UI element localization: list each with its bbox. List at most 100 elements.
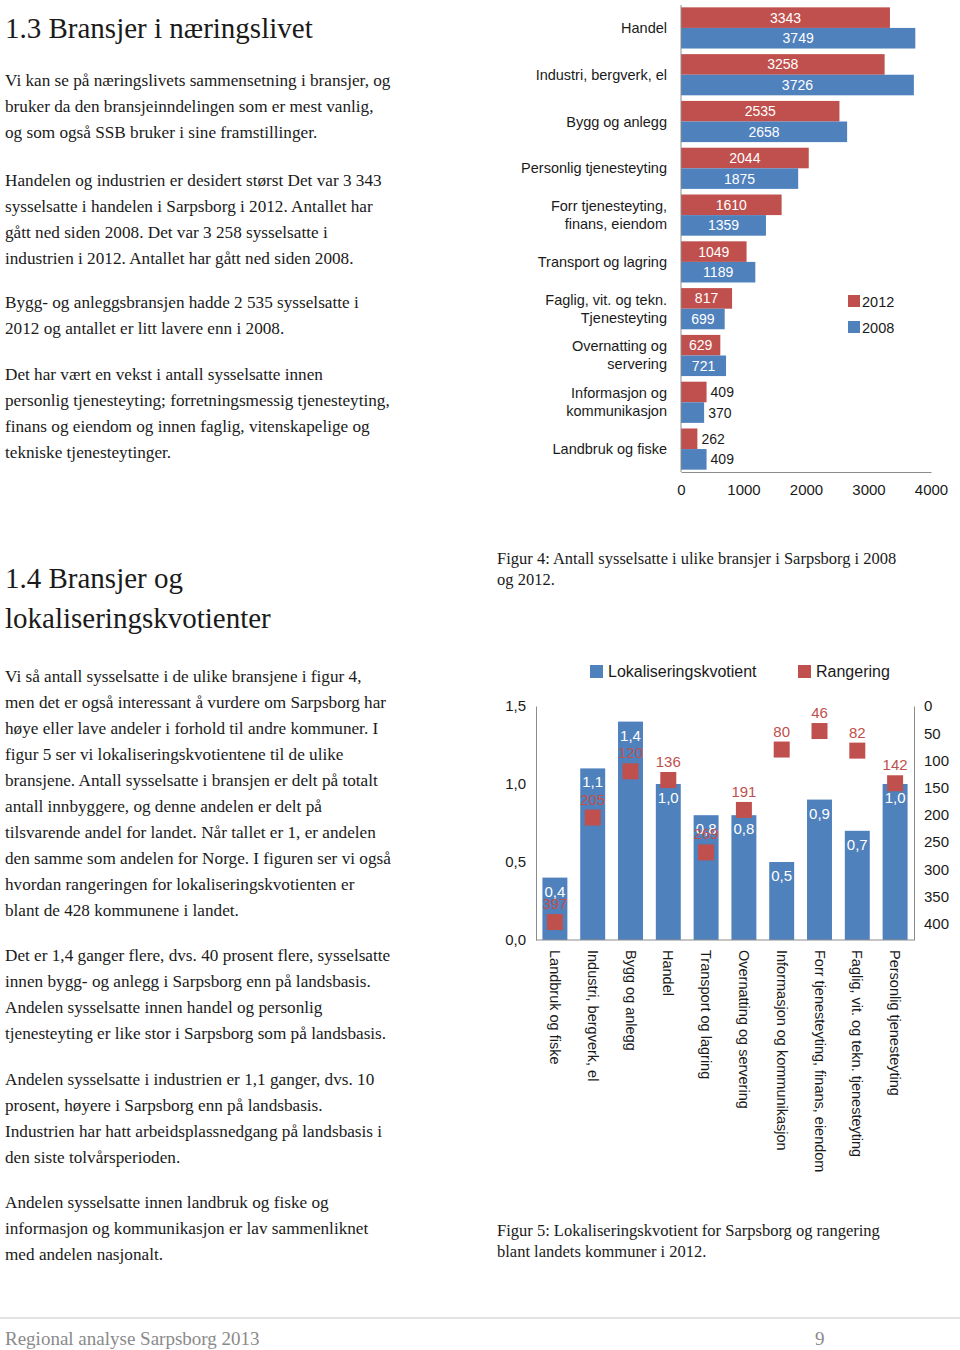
tick: 200	[914, 806, 949, 823]
bar	[681, 335, 720, 356]
section-heading: 1.4 Bransjer og	[5, 562, 183, 594]
category-label: Bygg og anlegg	[623, 950, 639, 1051]
tick-label: 250	[924, 833, 949, 850]
tick-label: 2000	[790, 481, 823, 498]
paragraph-line: den siste tolvårsperioden.	[5, 1148, 180, 1167]
marker	[698, 844, 714, 860]
tick-label: 1000	[727, 481, 760, 498]
tick: 0	[677, 472, 685, 498]
bar	[681, 402, 704, 423]
paragraph-line: bransjene. Antall sysselsatte i bransjen…	[5, 771, 378, 790]
paragraph-line: figur 5 ser vi lokaliseringskvotientene …	[5, 745, 344, 764]
bar	[681, 101, 839, 122]
paragraph-line: blant de 428 kommunene i landet.	[5, 901, 239, 920]
category-label: Forr tjenesteyting,finans, eiendom	[551, 198, 667, 232]
section-heading: 1.3 Bransjer i næringslivet	[5, 12, 313, 44]
figure-caption: blant landets kommuner i 2012.	[497, 1242, 706, 1261]
bar	[681, 309, 725, 330]
bar	[845, 831, 870, 940]
paragraph-line: Industrien har hatt arbeidsplassnedgang …	[5, 1122, 382, 1141]
paragraph-line: høye eller lave andeler i forhold til an…	[5, 719, 378, 738]
category-label-line: servering	[607, 356, 667, 372]
tick: 350	[914, 888, 949, 905]
tick: 1,5	[505, 697, 536, 714]
paragraph-line: gått ned siden 2008. Det var 3 258 sysse…	[5, 223, 328, 242]
category-label-line: Bygg og anlegg	[566, 114, 667, 130]
figure-caption: Figur 4: Antall sysselsatte i ulike bran…	[497, 549, 896, 568]
axis-line	[682, 472, 932, 473]
tick: 2000	[790, 472, 823, 498]
category-label-line: Transport og lagring	[538, 254, 667, 270]
bar	[542, 878, 567, 940]
marker	[812, 723, 828, 739]
bar	[681, 195, 782, 216]
bar	[618, 722, 643, 940]
bar	[681, 168, 798, 189]
tick: 300	[914, 861, 949, 878]
data-label: 2044	[729, 150, 760, 166]
bar	[681, 28, 915, 49]
category-label: Overnatting og servering	[736, 950, 752, 1109]
data-label: 1610	[716, 197, 747, 213]
tick-label: 300	[924, 861, 949, 878]
category-label: Landbruk og fiske	[553, 441, 667, 457]
legend-swatch	[848, 295, 860, 307]
footer-title: Regional analyse Sarpsborg 2013	[5, 1328, 260, 1349]
paragraph-line: den samme som andelen for Norge. I figur…	[5, 849, 391, 868]
page-number: 9	[815, 1328, 825, 1349]
footer-rule	[0, 1318, 960, 1319]
plot-area	[542, 722, 907, 940]
paragraph-line: Andelen sysselsatte innen handel og pers…	[5, 998, 323, 1017]
bar	[681, 7, 890, 28]
axis: 0 1000 2000 3000 4000	[677, 472, 948, 498]
marker	[660, 772, 676, 788]
category-axis-line	[681, 5, 682, 472]
data-label: 1,0	[885, 789, 906, 806]
category-label: Forr tjenesteyting, finans, eiendom	[812, 950, 828, 1172]
tick-label: 150	[924, 779, 949, 796]
paragraph-line: Vi kan se på næringslivets sammensetning…	[5, 71, 391, 90]
bar	[681, 428, 697, 449]
category-label-line: Overnatting og	[572, 338, 667, 354]
data-label: 0,8	[733, 820, 754, 837]
marker	[736, 802, 752, 818]
paragraph-line: 2012 og antallet er litt lavere enn i 20…	[5, 319, 284, 338]
category-label-line: finans, eiendom	[565, 216, 667, 232]
paragraph-line: Bygg- og anleggsbransjen hadde 2 535 sys…	[5, 293, 359, 312]
category-label: Informasjon ogkommunikasjon	[566, 385, 667, 419]
tick-label: 3000	[852, 481, 885, 498]
category-label: Bygg og anlegg	[566, 114, 667, 130]
category-label-line: Personlig tjenesteyting	[521, 160, 667, 176]
section-heading: lokaliseringskvotienter	[5, 602, 271, 634]
legend-swatch	[848, 321, 860, 333]
tick-label: 50	[924, 725, 941, 742]
data-label: 80	[773, 723, 790, 740]
marker	[585, 810, 601, 826]
tick: 4000	[915, 472, 948, 498]
paragraph-line: antall innbyggere, og denne andelen er d…	[5, 797, 322, 816]
paragraph-line: sysselsatte i handelen i Sarpsborg i 201…	[5, 197, 373, 216]
data-label: 1,1	[582, 773, 603, 790]
tick-label: 400	[924, 915, 949, 932]
marker	[623, 763, 639, 779]
figure-caption: og 2012.	[497, 570, 555, 589]
data-label: 1875	[724, 171, 755, 187]
legend-swatch	[590, 665, 603, 678]
category-label-line: Industri, bergverk, el	[536, 67, 667, 83]
data-label: 1,4	[620, 727, 641, 744]
data-label: 191	[731, 783, 756, 800]
tick-label: 0	[924, 697, 932, 714]
bar	[681, 262, 755, 283]
bar	[681, 148, 809, 169]
bar	[681, 241, 747, 262]
category-label: Industri, bergverk, el	[536, 67, 667, 83]
tick-label: 1,0	[505, 775, 526, 792]
legend-label: Lokaliseringskvotient	[608, 663, 757, 680]
paragraph-line: Andelen sysselsatte i industrien er 1,1 …	[5, 1070, 374, 1089]
paragraph-line: industrien i 2012. Antallet har gått ned…	[5, 249, 353, 268]
category-label-line: Tjenesteyting	[581, 310, 667, 326]
bar	[694, 815, 719, 940]
bar	[681, 355, 726, 376]
bar	[807, 800, 832, 940]
category-label: Personlig tjenesteyting	[887, 950, 903, 1096]
